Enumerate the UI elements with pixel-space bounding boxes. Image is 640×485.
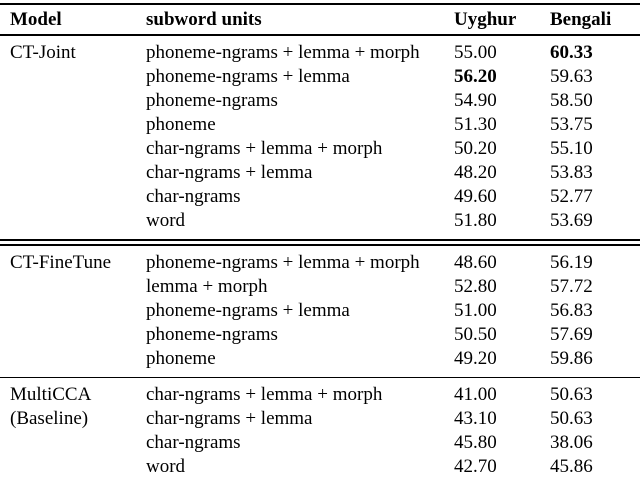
- table-row: phoneme-ngrams 50.50 57.69: [0, 323, 640, 347]
- cell-bengali-score: 55.10: [550, 138, 593, 159]
- cell-bengali-score: 45.86: [550, 456, 593, 477]
- cell-model: [10, 275, 146, 299]
- group-divider-single: [0, 377, 640, 378]
- cell-subword-units: char-ngrams + lemma: [146, 162, 313, 183]
- cell-subword-units: phoneme: [146, 348, 216, 369]
- cell-bengali-score: 57.69: [550, 324, 593, 345]
- cell-bengali-score: 50.63: [550, 384, 593, 405]
- table-row: char-ngrams 45.80 38.06: [0, 431, 640, 455]
- table-row: CT-Joint phoneme-ngrams + lemma + morph 55…: [0, 41, 640, 65]
- group-divider-double: [0, 239, 640, 246]
- cell-bengali-score: 60.33: [550, 42, 593, 63]
- cell-uyghur-score: 50.50: [454, 324, 497, 345]
- cell-subword-units: char-ngrams + lemma + morph: [146, 138, 383, 159]
- cell-model: [10, 113, 146, 137]
- cell-uyghur-score: 43.10: [454, 408, 497, 429]
- cell-uyghur-score: 41.00: [454, 384, 497, 405]
- header-bottom-rule: [0, 34, 640, 36]
- cell-bengali-score: 38.06: [550, 432, 593, 453]
- table-row: word 51.80 53.69: [0, 209, 640, 233]
- cell-model: [10, 323, 146, 347]
- cell-model: [10, 89, 146, 113]
- cell-bengali-score: 57.72: [550, 276, 593, 297]
- cell-model: [10, 161, 146, 185]
- header-model: Model: [10, 9, 62, 30]
- cell-uyghur-score: 51.30: [454, 114, 497, 135]
- table-row: lemma + morph 52.80 57.72: [0, 275, 640, 299]
- header-bengali: Bengali: [550, 9, 612, 30]
- cell-uyghur-score: 42.70: [454, 456, 497, 477]
- header-subword-units: subword units: [146, 9, 262, 30]
- cell-uyghur-score: 52.80: [454, 276, 497, 297]
- cell-bengali-score: 52.77: [550, 186, 593, 207]
- cell-uyghur-score: 49.60: [454, 186, 497, 207]
- table-row: phoneme 51.30 53.75: [0, 113, 640, 137]
- cell-model: CT-FineTune: [10, 252, 112, 273]
- cell-subword-units: lemma + morph: [146, 276, 268, 297]
- table-group-0: CT-Joint phoneme-ngrams + lemma + morph 55…: [0, 36, 640, 239]
- cell-model: (Baseline): [10, 408, 89, 429]
- table-row: (Baseline) char-ngrams + lemma 43.10 50.63: [0, 407, 640, 431]
- cell-uyghur-score: 50.20: [454, 138, 497, 159]
- cell-uyghur-score: 51.00: [454, 300, 497, 321]
- cell-model: [10, 455, 146, 479]
- cell-model: [10, 209, 146, 233]
- table-row: phoneme-ngrams + lemma 51.00 56.83: [0, 299, 640, 323]
- table-row: phoneme-ngrams 54.90 58.50: [0, 89, 640, 113]
- cell-subword-units: word: [146, 210, 186, 231]
- cell-subword-units: word: [146, 456, 186, 477]
- cell-subword-units: phoneme-ngrams: [146, 90, 278, 111]
- cell-uyghur-score: 49.20: [454, 348, 497, 369]
- cell-subword-units: phoneme-ngrams + lemma + morph: [146, 42, 420, 63]
- table-group-2: MultiCCA char-ngrams + lemma + morph 41.00…: [0, 378, 640, 485]
- table-row: char-ngrams + lemma 48.20 53.83: [0, 161, 640, 185]
- table-group-1: CT-FineTune phoneme-ngrams + lemma + morp…: [0, 246, 640, 377]
- table-row: CT-FineTune phoneme-ngrams + lemma + morp…: [0, 251, 640, 275]
- cell-bengali-score: 53.83: [550, 162, 593, 183]
- table-row: char-ngrams 49.60 52.77: [0, 185, 640, 209]
- cell-subword-units: char-ngrams + lemma: [146, 408, 313, 429]
- table-body: CT-Joint phoneme-ngrams + lemma + morph 55…: [0, 36, 640, 485]
- cell-model: CT-Joint: [10, 42, 76, 63]
- cell-subword-units: char-ngrams: [146, 432, 241, 453]
- cell-bengali-score: 59.86: [550, 348, 593, 369]
- cell-model: [10, 137, 146, 161]
- cell-model: [10, 347, 146, 371]
- cell-bengali-score: 56.19: [550, 252, 593, 273]
- cell-subword-units: phoneme-ngrams + lemma: [146, 300, 350, 321]
- table-row: phoneme 49.20 59.86: [0, 347, 640, 371]
- cell-uyghur-score: 55.00: [454, 42, 497, 63]
- cell-uyghur-score: 56.20: [454, 66, 497, 87]
- cell-subword-units: phoneme-ngrams + lemma: [146, 66, 350, 87]
- table-top-rule: [0, 3, 640, 5]
- cell-subword-units: char-ngrams + lemma + morph: [146, 384, 383, 405]
- header-uyghur: Uyghur: [454, 9, 517, 30]
- cell-uyghur-score: 45.80: [454, 432, 497, 453]
- cell-model: [10, 65, 146, 89]
- cell-bengali-score: 56.83: [550, 300, 593, 321]
- table-row: MultiCCA char-ngrams + lemma + morph 41.00…: [0, 383, 640, 407]
- cell-bengali-score: 58.50: [550, 90, 593, 111]
- table-header-row: Model subword units Uyghur Bengali: [0, 5, 640, 34]
- cell-subword-units: phoneme-ngrams + lemma + morph: [146, 252, 420, 273]
- table-row: word 42.70 45.86: [0, 455, 640, 479]
- table-row: char-ngrams + lemma + morph 50.20 55.10: [0, 137, 640, 161]
- table-row: phoneme-ngrams + lemma 56.20 59.63: [0, 65, 640, 89]
- cell-model: [10, 299, 146, 323]
- cell-subword-units: phoneme-ngrams: [146, 324, 278, 345]
- cell-bengali-score: 53.75: [550, 114, 593, 135]
- cell-model: [10, 431, 146, 455]
- cell-bengali-score: 53.69: [550, 210, 593, 231]
- cell-subword-units: char-ngrams: [146, 186, 241, 207]
- cell-bengali-score: 50.63: [550, 408, 593, 429]
- cell-subword-units: phoneme: [146, 114, 216, 135]
- cell-uyghur-score: 54.90: [454, 90, 497, 111]
- cell-model: [10, 185, 146, 209]
- cell-uyghur-score: 51.80: [454, 210, 497, 231]
- cell-uyghur-score: 48.60: [454, 252, 497, 273]
- cell-bengali-score: 59.63: [550, 66, 593, 87]
- cell-model: MultiCCA: [10, 384, 92, 405]
- cell-uyghur-score: 48.20: [454, 162, 497, 183]
